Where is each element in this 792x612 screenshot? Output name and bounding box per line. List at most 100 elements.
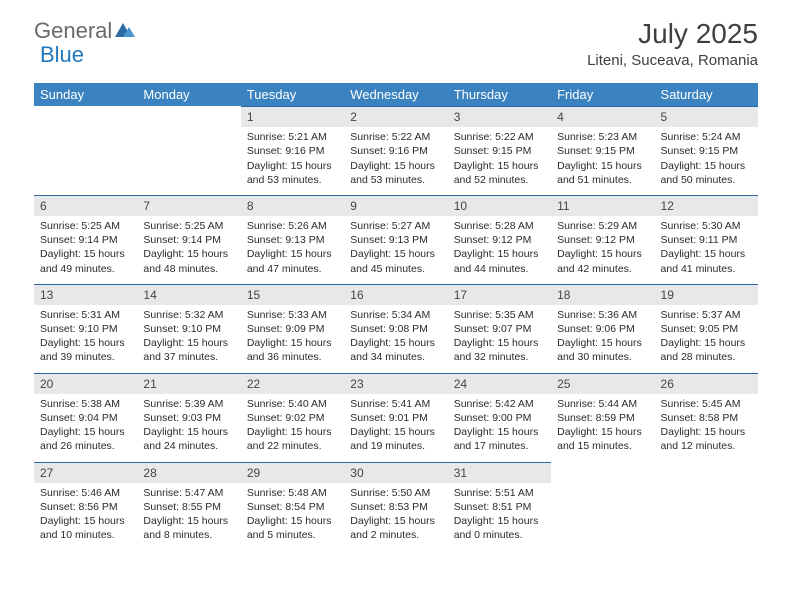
sunrise-line: Sunrise: 5:22 AM [454,130,545,144]
day-cell: 16Sunrise: 5:34 AMSunset: 9:08 PMDayligh… [344,284,447,373]
sunset-line: Sunset: 9:03 PM [143,411,234,425]
day-header: Thursday [448,83,551,106]
day-cell: 5Sunrise: 5:24 AMSunset: 9:15 PMDaylight… [655,106,758,195]
sunrise-line: Sunrise: 5:32 AM [143,308,234,322]
day-number: 31 [448,462,551,483]
day-content: Sunrise: 5:22 AMSunset: 9:16 PMDaylight:… [344,127,447,195]
day-cell: 31Sunrise: 5:51 AMSunset: 8:51 PMDayligh… [448,462,551,551]
day-cell: 21Sunrise: 5:39 AMSunset: 9:03 PMDayligh… [137,373,240,462]
day-cell: 30Sunrise: 5:50 AMSunset: 8:53 PMDayligh… [344,462,447,551]
day-cell: 26Sunrise: 5:45 AMSunset: 8:58 PMDayligh… [655,373,758,462]
week-row: 27Sunrise: 5:46 AMSunset: 8:56 PMDayligh… [34,462,758,551]
sunset-line: Sunset: 9:15 PM [557,144,648,158]
day-cell: 19Sunrise: 5:37 AMSunset: 9:05 PMDayligh… [655,284,758,373]
day-content: Sunrise: 5:40 AMSunset: 9:02 PMDaylight:… [241,394,344,462]
day-cell: 7Sunrise: 5:25 AMSunset: 9:14 PMDaylight… [137,195,240,284]
sunrise-line: Sunrise: 5:25 AM [143,219,234,233]
month-title: July 2025 [587,18,758,50]
day-number: 23 [344,373,447,394]
day-cell: 22Sunrise: 5:40 AMSunset: 9:02 PMDayligh… [241,373,344,462]
calendar-header-row: SundayMondayTuesdayWednesdayThursdayFrid… [34,83,758,106]
daylight-line: Daylight: 15 hours and 52 minutes. [454,159,545,187]
sunrise-line: Sunrise: 5:25 AM [40,219,131,233]
day-header: Tuesday [241,83,344,106]
day-cell: 25Sunrise: 5:44 AMSunset: 8:59 PMDayligh… [551,373,654,462]
daylight-line: Daylight: 15 hours and 32 minutes. [454,336,545,364]
day-content: Sunrise: 5:48 AMSunset: 8:54 PMDaylight:… [241,483,344,551]
sunset-line: Sunset: 9:06 PM [557,322,648,336]
day-number: 18 [551,284,654,305]
day-number: 15 [241,284,344,305]
day-content: Sunrise: 5:30 AMSunset: 9:11 PMDaylight:… [655,216,758,284]
sunrise-line: Sunrise: 5:27 AM [350,219,441,233]
daylight-line: Daylight: 15 hours and 30 minutes. [557,336,648,364]
daylight-line: Daylight: 15 hours and 19 minutes. [350,425,441,453]
day-number: 27 [34,462,137,483]
sunset-line: Sunset: 9:00 PM [454,411,545,425]
sunrise-line: Sunrise: 5:36 AM [557,308,648,322]
day-content: Sunrise: 5:44 AMSunset: 8:59 PMDaylight:… [551,394,654,462]
daylight-line: Daylight: 15 hours and 24 minutes. [143,425,234,453]
sunset-line: Sunset: 8:58 PM [661,411,752,425]
sunset-line: Sunset: 9:12 PM [557,233,648,247]
day-number: 5 [655,106,758,127]
day-content: Sunrise: 5:21 AMSunset: 9:16 PMDaylight:… [241,127,344,195]
day-content: Sunrise: 5:41 AMSunset: 9:01 PMDaylight:… [344,394,447,462]
day-number: 16 [344,284,447,305]
day-number: 12 [655,195,758,216]
day-number: 20 [34,373,137,394]
day-cell: 6Sunrise: 5:25 AMSunset: 9:14 PMDaylight… [34,195,137,284]
day-content: Sunrise: 5:28 AMSunset: 9:12 PMDaylight:… [448,216,551,284]
sunrise-line: Sunrise: 5:22 AM [350,130,441,144]
daylight-line: Daylight: 15 hours and 37 minutes. [143,336,234,364]
day-number: 4 [551,106,654,127]
sunset-line: Sunset: 9:01 PM [350,411,441,425]
week-row: 13Sunrise: 5:31 AMSunset: 9:10 PMDayligh… [34,284,758,373]
day-number: 7 [137,195,240,216]
daylight-line: Daylight: 15 hours and 0 minutes. [454,514,545,542]
day-content: Sunrise: 5:35 AMSunset: 9:07 PMDaylight:… [448,305,551,373]
day-content [34,127,137,189]
sunset-line: Sunset: 9:16 PM [247,144,338,158]
day-number: 25 [551,373,654,394]
logo-text-general: General [34,18,112,44]
day-content: Sunrise: 5:24 AMSunset: 9:15 PMDaylight:… [655,127,758,195]
daylight-line: Daylight: 15 hours and 48 minutes. [143,247,234,275]
week-row: 20Sunrise: 5:38 AMSunset: 9:04 PMDayligh… [34,373,758,462]
day-content: Sunrise: 5:38 AMSunset: 9:04 PMDaylight:… [34,394,137,462]
sunset-line: Sunset: 9:15 PM [661,144,752,158]
sunrise-line: Sunrise: 5:29 AM [557,219,648,233]
day-content: Sunrise: 5:25 AMSunset: 9:14 PMDaylight:… [137,216,240,284]
day-content: Sunrise: 5:32 AMSunset: 9:10 PMDaylight:… [137,305,240,373]
day-number: 28 [137,462,240,483]
sunrise-line: Sunrise: 5:31 AM [40,308,131,322]
day-number: 3 [448,106,551,127]
day-cell: 1Sunrise: 5:21 AMSunset: 9:16 PMDaylight… [241,106,344,195]
sunset-line: Sunset: 9:08 PM [350,322,441,336]
sunrise-line: Sunrise: 5:48 AM [247,486,338,500]
day-content: Sunrise: 5:50 AMSunset: 8:53 PMDaylight:… [344,483,447,551]
day-number: 6 [34,195,137,216]
sunset-line: Sunset: 8:55 PM [143,500,234,514]
calendar-table: SundayMondayTuesdayWednesdayThursdayFrid… [34,83,758,550]
day-number: 9 [344,195,447,216]
day-number: 14 [137,284,240,305]
day-content: Sunrise: 5:29 AMSunset: 9:12 PMDaylight:… [551,216,654,284]
week-row: 1Sunrise: 5:21 AMSunset: 9:16 PMDaylight… [34,106,758,195]
daylight-line: Daylight: 15 hours and 12 minutes. [661,425,752,453]
daylight-line: Daylight: 15 hours and 36 minutes. [247,336,338,364]
sunrise-line: Sunrise: 5:21 AM [247,130,338,144]
daylight-line: Daylight: 15 hours and 41 minutes. [661,247,752,275]
sunrise-line: Sunrise: 5:35 AM [454,308,545,322]
daylight-line: Daylight: 15 hours and 34 minutes. [350,336,441,364]
sunset-line: Sunset: 9:16 PM [350,144,441,158]
day-cell: 12Sunrise: 5:30 AMSunset: 9:11 PMDayligh… [655,195,758,284]
day-cell: 28Sunrise: 5:47 AMSunset: 8:55 PMDayligh… [137,462,240,551]
daylight-line: Daylight: 15 hours and 49 minutes. [40,247,131,275]
day-cell [655,462,758,551]
daylight-line: Daylight: 15 hours and 8 minutes. [143,514,234,542]
header: General July 2025 Liteni, Suceava, Roman… [0,0,792,77]
day-cell [34,106,137,195]
logo: General [34,18,137,44]
daylight-line: Daylight: 15 hours and 10 minutes. [40,514,131,542]
